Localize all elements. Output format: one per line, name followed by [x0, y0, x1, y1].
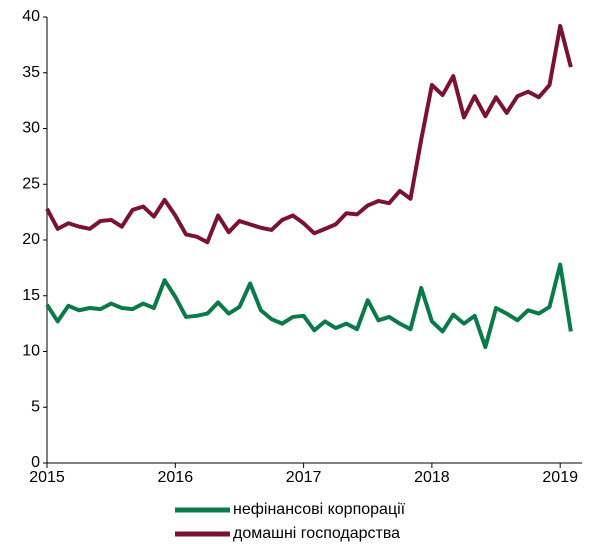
- legend-label: домашні господарства: [233, 525, 400, 542]
- x-tick-label: 2016: [158, 469, 194, 486]
- y-tick-label: 20: [22, 231, 40, 248]
- series-line: [45, 23, 573, 245]
- x-tick-label: 2015: [29, 469, 65, 486]
- x-tick-label: 2017: [286, 469, 322, 486]
- legend-label: нефінансові корпорації: [233, 501, 406, 518]
- series-line: [45, 262, 573, 350]
- y-tick-label: 15: [22, 287, 40, 304]
- y-tick-label: 40: [22, 8, 40, 25]
- y-tick-label: 25: [22, 175, 40, 192]
- y-tick-label: 30: [22, 120, 40, 137]
- x-tick-label: 2019: [542, 469, 578, 486]
- y-tick-label: 35: [22, 64, 40, 81]
- x-tick-label: 2018: [414, 469, 450, 486]
- y-tick-label: 0: [31, 454, 40, 471]
- y-tick-label: 10: [22, 343, 40, 360]
- y-tick-label: 5: [31, 398, 40, 415]
